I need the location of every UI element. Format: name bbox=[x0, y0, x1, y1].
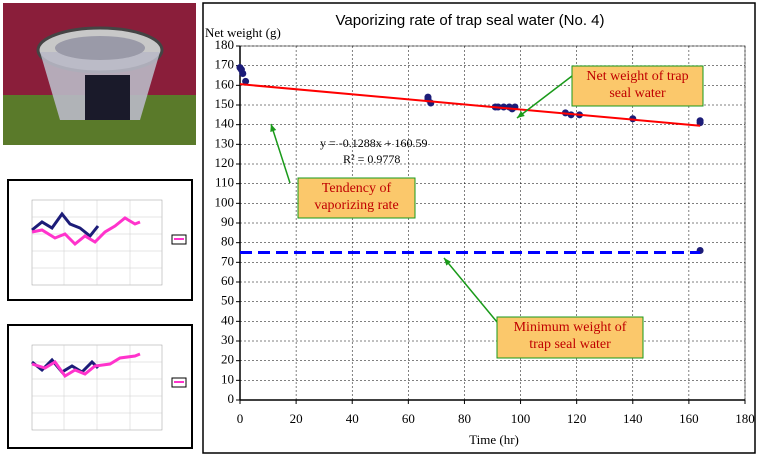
callout-arrowhead bbox=[444, 258, 452, 266]
callout-text: Tendency of bbox=[322, 181, 392, 196]
x-tick-label: 160 bbox=[679, 411, 699, 426]
x-tick-label: 80 bbox=[458, 411, 471, 426]
callout-arrowhead bbox=[517, 111, 525, 118]
y-tick-label: 30 bbox=[221, 332, 234, 347]
y-tick-label: 110 bbox=[215, 175, 234, 190]
y-tick-label: 0 bbox=[228, 391, 235, 406]
callout-box bbox=[496, 316, 644, 359]
callout-arrowhead bbox=[270, 124, 277, 132]
callout-text: Minimum weight of bbox=[514, 320, 627, 335]
y-tick-label: 20 bbox=[221, 352, 234, 367]
callout-text: vaporizing rate bbox=[314, 198, 398, 213]
y-tick-label: 70 bbox=[221, 253, 234, 268]
x-tick-label: 40 bbox=[346, 411, 359, 426]
y-tick-label: 90 bbox=[221, 214, 234, 229]
x-tick-label: 100 bbox=[511, 411, 531, 426]
y-tick-label: 100 bbox=[215, 194, 235, 209]
x-tick-label: 140 bbox=[623, 411, 643, 426]
y-tick-label: 160 bbox=[215, 76, 235, 91]
callout-text: seal water bbox=[609, 86, 666, 101]
x-axis-label: Time (hr) bbox=[469, 432, 519, 447]
callout-arrow bbox=[516, 75, 573, 119]
data-point bbox=[424, 93, 432, 101]
y-tick-label: 60 bbox=[221, 273, 234, 288]
y-axis-label: Net weight (g) bbox=[205, 25, 281, 40]
x-tick-label: 180 bbox=[735, 411, 755, 426]
y-tick-label: 130 bbox=[215, 135, 235, 150]
x-tick-label: 60 bbox=[402, 411, 415, 426]
callout-text: trap seal water bbox=[529, 337, 611, 352]
thumbnail-chart bbox=[7, 179, 193, 301]
data-point bbox=[239, 70, 247, 78]
series-line bbox=[239, 83, 701, 127]
y-tick-label: 40 bbox=[221, 312, 234, 327]
callout-box bbox=[571, 65, 704, 107]
y-tick-label: 180 bbox=[215, 37, 235, 52]
x-tick-label: 20 bbox=[290, 411, 303, 426]
data-point bbox=[696, 119, 704, 127]
photo bbox=[3, 3, 196, 145]
y-tick-label: 170 bbox=[215, 57, 235, 72]
y-tick-label: 80 bbox=[221, 234, 234, 249]
callout-arrow bbox=[270, 123, 291, 184]
y-tick-label: 120 bbox=[215, 155, 235, 170]
data-point bbox=[242, 77, 250, 85]
x-tick-label: 0 bbox=[237, 411, 244, 426]
y-tick-label: 10 bbox=[221, 371, 234, 386]
y-tick-label: 150 bbox=[215, 96, 235, 111]
y-tick-label: 140 bbox=[215, 116, 235, 131]
callout-arrow bbox=[443, 257, 498, 323]
chart-title: Vaporizing rate of trap seal water (No. … bbox=[335, 12, 604, 29]
equation-label: y = -0.1288x + 160.59 bbox=[320, 136, 428, 150]
y-tick-label: 50 bbox=[221, 293, 234, 308]
equation-label: R² = 0.9778 bbox=[343, 152, 400, 166]
x-tick-label: 120 bbox=[567, 411, 587, 426]
thumbnail-chart bbox=[7, 324, 193, 449]
callout-box bbox=[297, 177, 416, 219]
callout-text: Net weight of trap bbox=[586, 69, 688, 84]
